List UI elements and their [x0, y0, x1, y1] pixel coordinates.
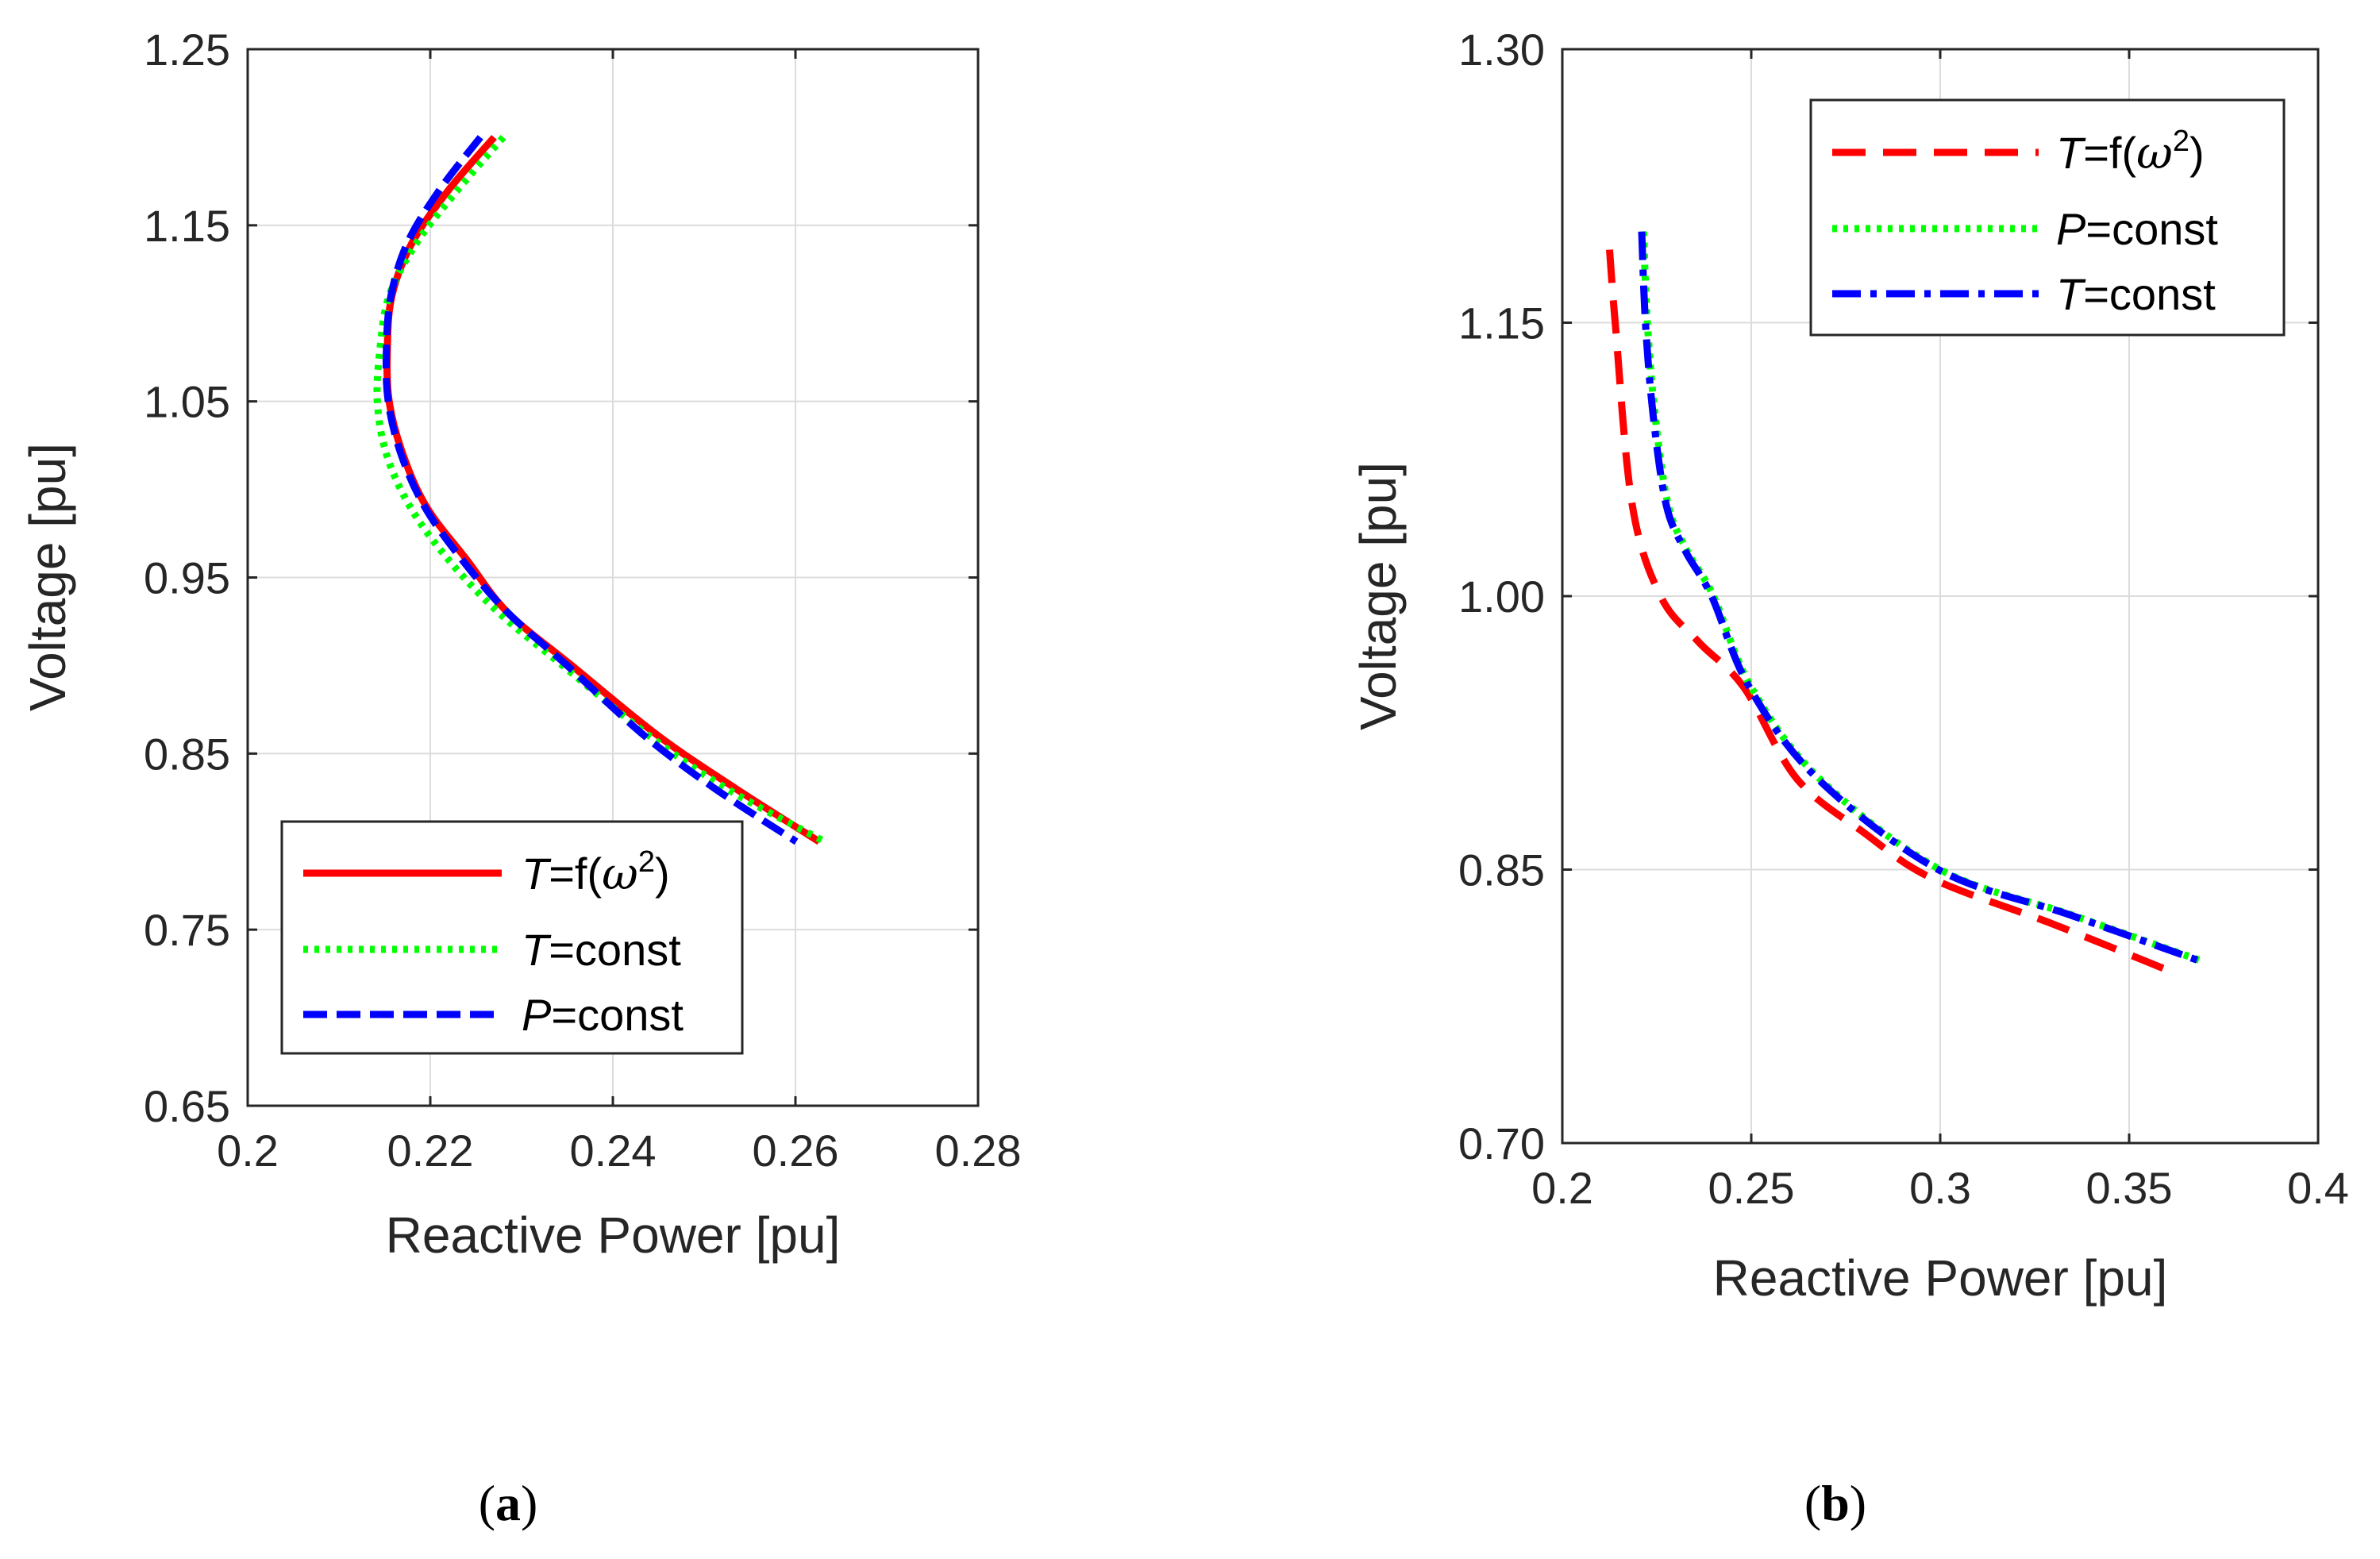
- chart-b-xtick-label: 0.4: [2287, 1163, 2349, 1213]
- chart-a-xtick-label: 0.22: [387, 1126, 474, 1176]
- chart-a-ytick-label: 0.85: [144, 729, 230, 779]
- chart-a-ytick-label: 0.65: [144, 1081, 230, 1131]
- chart-a-xtick-label: 0.28: [935, 1126, 1022, 1176]
- chart-b-series-1-line: [1606, 249, 2169, 973]
- chart-a-xtick-label: 0.24: [570, 1126, 657, 1176]
- chart-b-ylabel: Voltage [pu]: [1350, 462, 1407, 730]
- chart-b-panel-label: (b): [1804, 1475, 1866, 1531]
- chart-a-xlabel: Reactive Power [pu]: [386, 1207, 841, 1264]
- chart-a-xtick-label: 0.26: [753, 1126, 839, 1176]
- chart-b-xlabel: Reactive Power [pu]: [1713, 1249, 2168, 1307]
- chart-a-xtick-label: 0.2: [217, 1126, 279, 1176]
- chart-b-xtick-label: 0.35: [2086, 1163, 2173, 1213]
- chart-a-ytick-label: 0.75: [144, 905, 230, 955]
- chart-a: 0.2 0.22 0.24 0.26 0.28 0.65 0.75 0.85 0.95 1.05 1…: [19, 25, 1022, 1531]
- chart-a-legend-label-2: T=const: [522, 925, 681, 975]
- chart-b-series: [1606, 231, 2202, 973]
- chart-b-legend-label-2: P=const: [2056, 204, 2218, 254]
- chart-a-ytick-label: 0.95: [144, 553, 230, 603]
- chart-b-ytick-label: 0.70: [1458, 1118, 1545, 1168]
- chart-a-ticks: 0.2 0.22 0.24 0.26 0.28 0.65 0.75 0.85 0.95 1.05 1…: [144, 25, 1022, 1176]
- chart-b-xtick-label: 0.25: [1708, 1163, 1795, 1213]
- chart-b-xtick-label: 0.2: [1531, 1163, 1593, 1213]
- chart-b-series-3-line: [1638, 231, 2201, 964]
- chart-b-ytick-label: 1.15: [1458, 298, 1545, 348]
- chart-b-ticks: 0.2 0.25 0.3 0.35 0.4 0.70 0.85 1.00 1.15 1.30: [1458, 25, 2349, 1213]
- chart-b-legend-label-1: T=f(ω2): [2056, 125, 2205, 179]
- chart-a-ytick-label: 1.05: [144, 377, 230, 427]
- chart-a-series: [373, 134, 826, 845]
- chart-b-legend-label-3: T=const: [2056, 269, 2216, 319]
- chart-a-legend: T=f(ω2) T=const P=const: [280, 820, 744, 1055]
- chart-a-panel-label: (a): [479, 1475, 538, 1531]
- chart-a-legend-label-1: T=f(ω2): [522, 845, 670, 900]
- chart-a-ytick-label: 1.15: [144, 201, 230, 251]
- chart-a-ylabel: Voltage [pu]: [19, 443, 76, 711]
- chart-b-ytick-label: 1.00: [1458, 572, 1545, 622]
- chart-b: 0.2 0.25 0.3 0.35 0.4 0.70 0.85 1.00 1.15 1.30 Re…: [1350, 25, 2349, 1531]
- chart-b-legend: T=f(ω2) P=const T=const: [1809, 98, 2286, 337]
- chart-a-series-2-line: [373, 134, 826, 845]
- chart-a-ytick-label: 1.25: [144, 25, 230, 75]
- chart-a-legend-label-3: P=const: [522, 990, 684, 1040]
- chart-b-ytick-label: 1.30: [1458, 25, 1545, 75]
- chart-b-xtick-label: 0.3: [1909, 1163, 1971, 1213]
- chart-a-series-3-line: [382, 135, 799, 845]
- chart-b-ytick-label: 0.85: [1458, 845, 1545, 895]
